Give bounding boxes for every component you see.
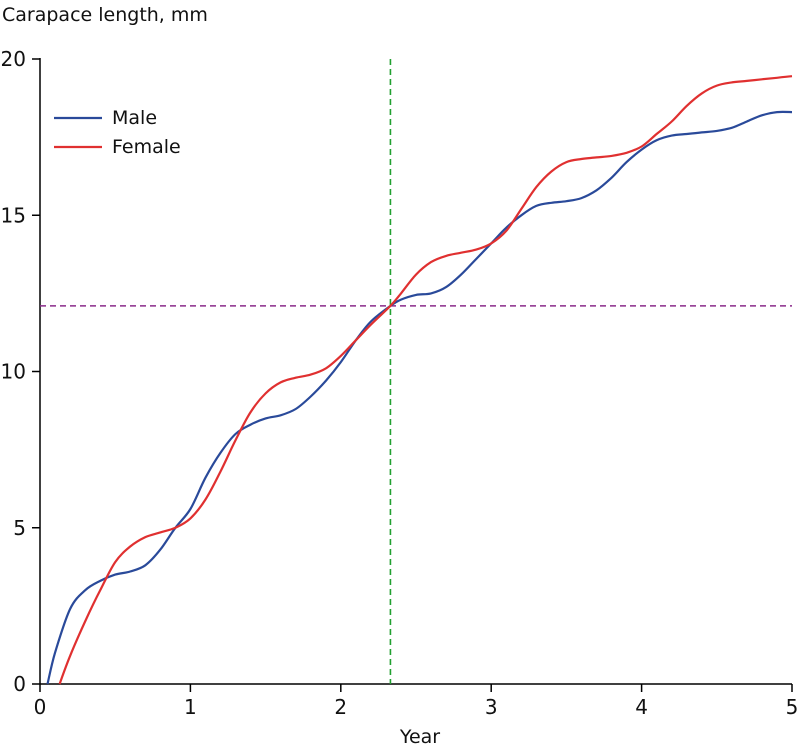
legend-label-male: Male xyxy=(112,107,157,129)
series-line-female xyxy=(58,75,793,685)
x-tick-label-0: 0 xyxy=(34,695,47,719)
legend: Male Female xyxy=(54,107,181,158)
x-tick-label-5: 5 xyxy=(786,695,799,719)
x-tick-label-1: 1 xyxy=(184,695,197,719)
reference-lines xyxy=(40,59,792,684)
x-tick-label-2: 2 xyxy=(334,695,347,719)
y-tick-label-10: 10 xyxy=(1,360,26,384)
y-tick-label-5: 5 xyxy=(13,516,26,540)
y-axis-title: Carapace length, mm xyxy=(2,4,208,26)
axis-ticks: 0 1 2 3 4 5 0 5 10 15 20 xyxy=(1,47,799,719)
x-tick-label-4: 4 xyxy=(635,695,648,719)
series-line-male xyxy=(46,110,793,685)
legend-label-female: Female xyxy=(112,136,181,158)
x-axis-title: Year xyxy=(399,726,440,747)
y-tick-label-15: 15 xyxy=(1,203,26,227)
series-lines xyxy=(46,75,793,685)
y-tick-label-20: 20 xyxy=(1,47,26,71)
x-tick-label-3: 3 xyxy=(485,695,498,719)
y-tick-label-0: 0 xyxy=(13,672,26,696)
